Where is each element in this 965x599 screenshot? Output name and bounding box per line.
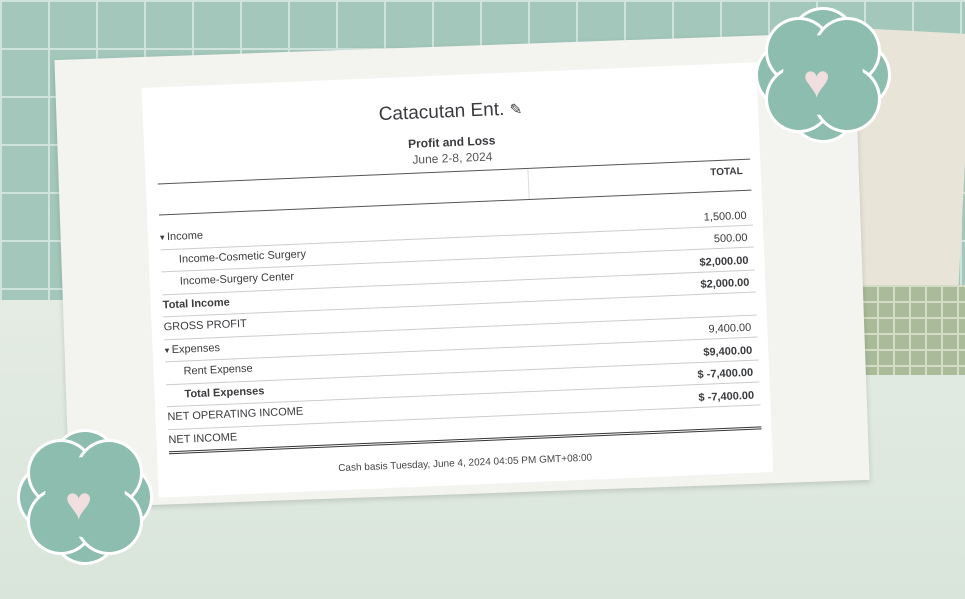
row-value[interactable]: $ -7,400.00 — [697, 366, 754, 382]
row-label: NET OPERATING INCOME — [167, 405, 304, 424]
pencil-icon[interactable]: ✎ — [509, 101, 523, 119]
row-label: Total Expenses — [184, 384, 265, 401]
company-name: Catacutan Ent. — [378, 98, 505, 126]
section-toggle[interactable]: ▾ Income — [160, 230, 204, 244]
report-rows: ▾ Income Income-Cosmetic Surgery 1,500.00 I… — [160, 203, 762, 455]
row-value[interactable]: $ -7,400.00 — [698, 389, 755, 404]
row-label: Income — [166, 229, 204, 244]
row-value[interactable]: 500.00 — [713, 231, 748, 246]
section-toggle[interactable]: ▾ Expenses — [164, 342, 220, 356]
row-label: Total Income — [162, 296, 231, 311]
row-label: Income-Surgery Center — [179, 270, 295, 288]
row-label: GROSS PROFIT — [163, 317, 248, 334]
profit-and-loss-report: Catacutan Ent. ✎ Profit and Loss June 2-… — [141, 62, 774, 498]
column-divider — [527, 168, 530, 199]
row-value[interactable]: 1,500.00 — [703, 209, 747, 224]
column-header-total: TOTAL — [710, 165, 743, 179]
row-label: Income-Cosmetic Surgery — [178, 247, 307, 266]
flower-decoration: ♥ — [758, 10, 888, 140]
row-value[interactable]: 9,400.00 — [708, 321, 752, 336]
heart-icon: ♥ — [65, 477, 93, 529]
row-label: NET INCOME — [168, 430, 238, 446]
row-label: Expenses — [171, 341, 221, 356]
heart-icon: ♥ — [803, 55, 831, 107]
row-label: Rent Expense — [183, 362, 253, 378]
row-value[interactable]: $2,000.00 — [700, 276, 750, 291]
row-value[interactable]: $9,400.00 — [703, 344, 753, 359]
row-value[interactable]: $2,000.00 — [699, 254, 749, 269]
flower-decoration: ♥ — [20, 432, 150, 562]
